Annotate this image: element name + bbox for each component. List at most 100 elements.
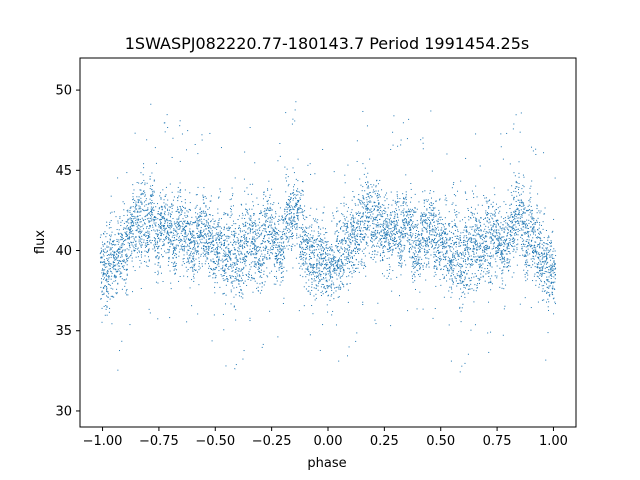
data-point — [325, 245, 327, 247]
data-point — [121, 233, 123, 235]
data-point — [216, 226, 218, 228]
data-point — [113, 264, 115, 266]
data-point — [358, 248, 360, 250]
data-point — [418, 262, 420, 264]
data-point — [217, 244, 219, 246]
data-point — [262, 204, 264, 206]
data-point — [199, 230, 201, 232]
data-point — [329, 268, 331, 270]
data-point — [365, 176, 367, 178]
data-point — [338, 220, 340, 222]
data-point — [125, 290, 127, 292]
data-point — [369, 209, 371, 211]
data-point — [377, 230, 379, 232]
data-point — [122, 249, 124, 251]
data-point — [304, 231, 306, 233]
data-point — [251, 250, 253, 252]
data-point — [121, 254, 123, 256]
data-point — [373, 218, 374, 220]
data-point — [269, 257, 271, 259]
data-point — [102, 261, 104, 263]
data-point — [256, 237, 258, 239]
data-point — [191, 267, 193, 269]
data-point — [141, 182, 143, 184]
data-point — [164, 220, 166, 222]
data-point — [197, 245, 199, 247]
data-point — [211, 250, 213, 252]
data-point — [178, 212, 180, 214]
data-point — [416, 208, 418, 210]
data-point — [211, 269, 212, 270]
data-point — [141, 203, 143, 205]
data-point — [217, 224, 219, 226]
data-point — [320, 238, 322, 240]
data-point — [148, 235, 150, 237]
data-point — [135, 256, 137, 258]
data-point — [168, 261, 170, 263]
data-point — [363, 236, 365, 238]
data-point — [260, 265, 262, 267]
data-point — [200, 242, 202, 244]
data-point — [351, 225, 353, 227]
data-point — [394, 226, 396, 228]
data-point — [222, 255, 224, 257]
data-point — [270, 234, 272, 236]
data-point — [362, 195, 364, 197]
data-point — [129, 245, 131, 247]
data-point — [143, 167, 145, 169]
data-point — [180, 225, 182, 227]
data-point — [179, 214, 181, 216]
data-point — [194, 237, 196, 239]
data-point — [378, 202, 380, 204]
data-point — [158, 262, 160, 264]
data-point — [259, 283, 261, 285]
data-point — [157, 210, 159, 212]
data-point — [129, 207, 131, 209]
data-point — [172, 199, 174, 201]
data-point — [399, 263, 401, 265]
data-point — [345, 228, 347, 230]
data-point — [361, 237, 363, 239]
data-point — [379, 179, 381, 181]
data-point — [240, 280, 242, 282]
data-point — [300, 194, 302, 196]
data-point — [154, 243, 156, 245]
data-point — [390, 191, 392, 193]
data-point — [244, 255, 246, 257]
data-point — [134, 216, 136, 218]
data-point — [261, 282, 263, 284]
data-point — [379, 260, 381, 262]
data-point — [313, 271, 315, 273]
data-point — [281, 249, 283, 251]
data-point — [266, 239, 268, 241]
data-point — [367, 172, 369, 174]
data-point — [213, 268, 215, 270]
data-point — [378, 224, 380, 226]
data-point — [184, 215, 186, 217]
data-point — [358, 243, 360, 245]
data-point — [416, 227, 418, 229]
data-point — [353, 225, 354, 227]
data-point — [151, 189, 153, 191]
data-point — [398, 262, 400, 264]
data-point — [392, 221, 394, 223]
data-point — [270, 227, 272, 229]
data-point — [381, 214, 383, 216]
data-point — [343, 223, 345, 225]
data-point — [352, 191, 354, 193]
data-point — [147, 207, 149, 209]
data-point — [300, 255, 302, 257]
data-point — [108, 265, 110, 267]
data-point — [373, 217, 375, 219]
data-point — [396, 191, 398, 193]
data-point — [137, 215, 139, 217]
data-point — [365, 275, 367, 277]
data-point — [130, 223, 132, 225]
data-point — [118, 261, 120, 263]
data-point — [383, 275, 385, 277]
data-point — [148, 308, 150, 310]
data-point — [211, 241, 213, 243]
data-point — [394, 234, 396, 236]
data-point — [264, 281, 266, 283]
data-point — [366, 228, 368, 230]
